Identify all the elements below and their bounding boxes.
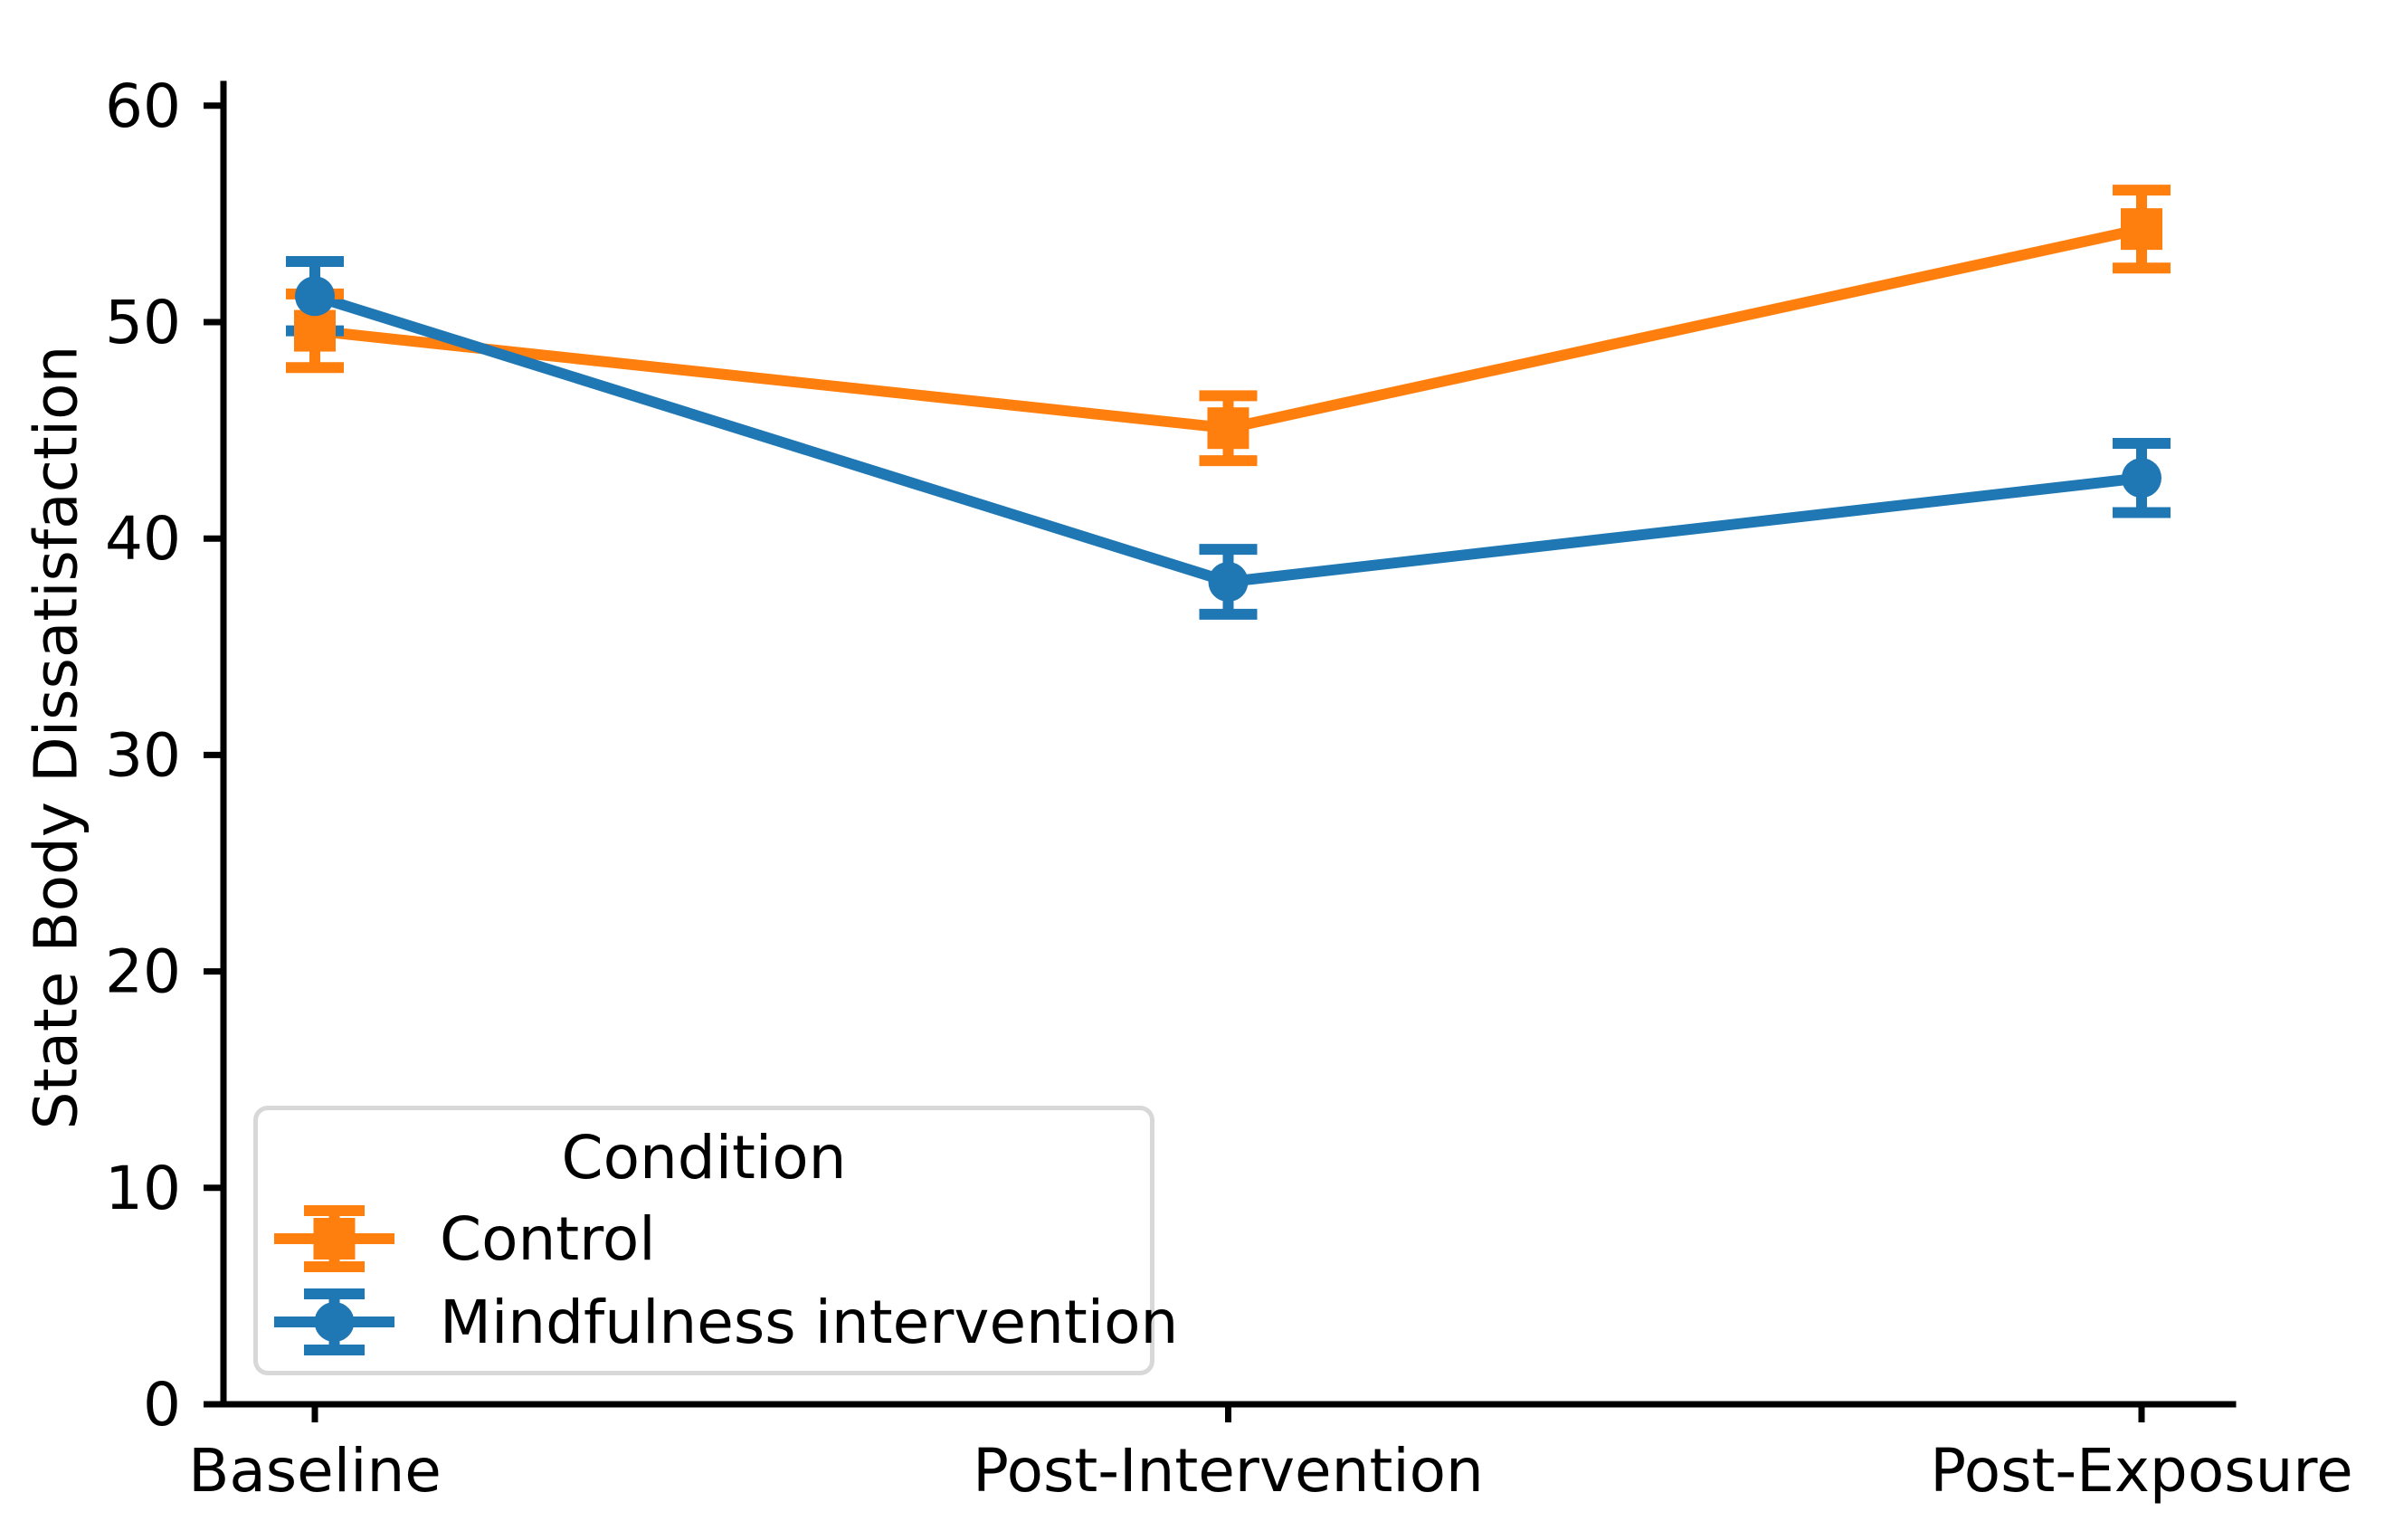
legend-label-mindfulness-intervention: Mindfulness intervention (440, 1287, 1179, 1357)
x-tick-label-post-exposure: Post-Exposure (1930, 1436, 2352, 1506)
control-errorbar-marker-icon (274, 1203, 394, 1275)
y-tick-label: 60 (105, 71, 181, 141)
y-tick-label: 20 (105, 937, 181, 1007)
y-tick-label: 10 (105, 1154, 181, 1223)
legend-label-control: Control (440, 1203, 656, 1274)
y-tick-label: 30 (105, 720, 181, 790)
y-axis-label: State Body Dissatisfaction (21, 345, 91, 1130)
control-marker (294, 309, 336, 352)
mindfulness-intervention-marker (2122, 458, 2161, 499)
legend: Condition Control Mindfulness interventi… (253, 1106, 1178, 1375)
legend-entry-mindfulness-intervention: Mindfulness intervention (258, 1280, 1178, 1364)
y-tick-label: 0 (143, 1370, 181, 1440)
x-tick-label-post-intervention: Post-Intervention (973, 1436, 1484, 1506)
control-marker (2121, 208, 2162, 251)
legend-entry-control: Control (258, 1197, 1150, 1280)
y-tick-label: 50 (105, 288, 181, 357)
y-tick-label: 40 (105, 504, 181, 574)
mindfulness-intervention-marker (1208, 562, 1249, 603)
legend-title: Condition (561, 1123, 847, 1193)
mindfulness-errorbar-marker-icon (274, 1286, 394, 1358)
mindfulness-intervention-marker (295, 276, 335, 317)
control-marker (1207, 407, 1249, 450)
x-tick-label-baseline: Baseline (188, 1436, 442, 1506)
